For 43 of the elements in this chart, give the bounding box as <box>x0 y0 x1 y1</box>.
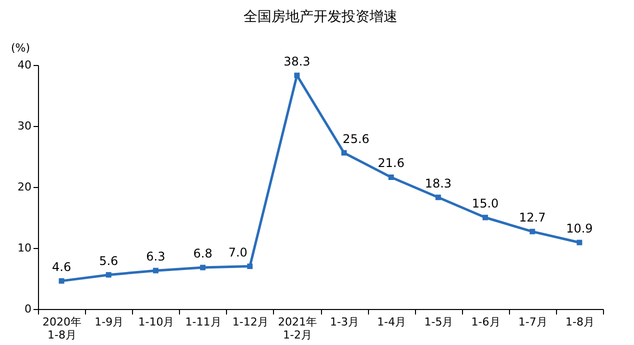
point <box>294 72 300 78</box>
text: 6.8 <box>193 246 212 261</box>
text: 18.3 <box>424 176 452 190</box>
x-tick-label: 2021年 1-2月 <box>278 316 317 342</box>
x-tick-label: 1-11月 <box>185 316 222 328</box>
text: 12.7 <box>519 210 546 225</box>
point <box>58 278 64 284</box>
y-tick-label: 10 <box>18 242 32 254</box>
text: 38.3 <box>284 54 310 68</box>
text: 25.6 <box>342 132 370 146</box>
x-tick-label: 1-12月 <box>232 316 268 328</box>
x-tick-label: 1-10月 <box>138 316 174 328</box>
x-tick-label: 1-5月 <box>424 316 454 328</box>
point <box>106 272 112 278</box>
point <box>576 240 582 246</box>
point <box>482 214 488 220</box>
y-tick-label: 40 <box>18 58 32 72</box>
x-tick-label: 1-7月 <box>518 316 548 328</box>
chart-title: 全国房地产开发投资增速 <box>244 9 398 25</box>
y-tick-label: 20 <box>18 180 32 194</box>
y-axis-title: (%) <box>10 42 30 54</box>
text: 7.0 <box>228 245 248 260</box>
point <box>530 228 536 234</box>
text: 21.6 <box>378 156 404 170</box>
point <box>200 264 206 270</box>
text: 15.0 <box>472 196 499 210</box>
text: 10.9 <box>566 222 593 236</box>
y-tick-label: 0 <box>24 302 32 316</box>
point <box>152 268 158 274</box>
x-tick-label: 2020年 1-8月 <box>42 316 82 342</box>
x-tick-label: 1-9月 <box>94 316 124 328</box>
x-tick-label: 1-3月 <box>330 316 360 328</box>
point <box>435 194 441 200</box>
text: 6.3 <box>146 250 166 264</box>
x-tick-label: 1-6月 <box>471 316 500 328</box>
x-tick-label: 1-4月 <box>377 316 406 328</box>
point <box>388 174 394 180</box>
point <box>341 150 347 156</box>
text: 4.6 <box>52 260 72 274</box>
text: 5.6 <box>99 254 118 268</box>
point <box>247 264 253 270</box>
x-tick-label: 1-8月 <box>565 316 594 328</box>
y-tick-label: 30 <box>18 120 32 132</box>
